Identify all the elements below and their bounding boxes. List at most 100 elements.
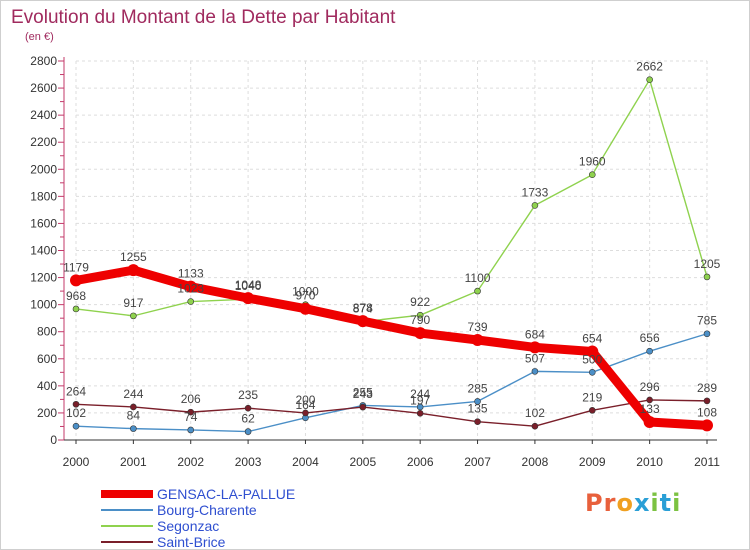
- y-tick-label: 800: [37, 325, 57, 339]
- data-label: 878: [353, 301, 373, 315]
- data-label: 255: [353, 385, 373, 399]
- data-label: 206: [181, 392, 201, 406]
- data-label: 739: [468, 320, 488, 334]
- data-label: 922: [410, 295, 430, 309]
- data-label: 219: [582, 390, 602, 404]
- logo-letter: i: [672, 489, 682, 517]
- data-label: 1205: [694, 257, 721, 271]
- data-label: 62: [241, 412, 255, 426]
- y-tick-label: 1600: [30, 216, 57, 230]
- data-label: 507: [525, 351, 545, 365]
- data-point: [474, 287, 481, 295]
- data-point: [703, 397, 711, 405]
- data-point: [414, 327, 427, 340]
- y-tick-label: 2600: [30, 81, 57, 95]
- data-point: [416, 311, 424, 319]
- data-point: [242, 292, 255, 305]
- data-label: 133: [640, 402, 660, 416]
- y-tick-label: 0: [50, 433, 57, 447]
- data-point: [588, 171, 596, 178]
- data-point: [299, 302, 312, 315]
- data-point: [703, 273, 711, 281]
- data-label: 108: [697, 405, 717, 419]
- y-tick-label: 1800: [30, 189, 57, 203]
- legend-swatch: [101, 525, 153, 527]
- data-point: [416, 410, 424, 417]
- data-point: [474, 418, 481, 426]
- data-point: [701, 419, 713, 432]
- logo-letter: i: [650, 489, 660, 517]
- data-label: 285: [468, 381, 488, 395]
- x-tick-label: 2008: [522, 455, 549, 469]
- y-tick-label: 200: [37, 406, 57, 420]
- chart-subtitle: (en €): [25, 31, 54, 43]
- data-label: 74: [184, 410, 198, 424]
- y-tick-label: 1200: [30, 271, 57, 285]
- x-tick-label: 2011: [694, 455, 720, 469]
- data-label: 656: [640, 331, 660, 345]
- x-tick-label: 2007: [464, 455, 491, 469]
- series-line-segonzac: [75, 78, 708, 323]
- data-point: [70, 274, 82, 287]
- data-label: 135: [468, 402, 488, 416]
- data-point: [646, 347, 653, 355]
- data-label: 102: [66, 406, 86, 420]
- data-label: 1179: [63, 260, 89, 274]
- x-tick-label: 2000: [63, 455, 90, 469]
- data-point: [531, 422, 539, 430]
- data-point: [187, 298, 195, 305]
- data-point: [187, 408, 195, 416]
- data-label: 296: [640, 380, 660, 394]
- data-label: 1040: [235, 279, 262, 293]
- data-point: [646, 396, 653, 404]
- y-tick-label: 1400: [30, 244, 57, 258]
- legend-swatch: [101, 490, 153, 498]
- data-label: 1255: [120, 250, 147, 264]
- logo-letter: t: [659, 489, 673, 517]
- logo-letter: o: [616, 489, 634, 517]
- logo-letter: x: [633, 489, 651, 517]
- data-label: 243: [353, 387, 373, 401]
- data-point: [72, 400, 80, 408]
- x-tick-label: 2002: [177, 455, 204, 469]
- legend-label: Bourg-Charente: [157, 502, 257, 518]
- data-point: [588, 407, 596, 414]
- x-tick-label: 2003: [235, 455, 262, 469]
- series-line-gensac-la-pallue: [71, 265, 712, 430]
- data-label: 1960: [579, 155, 606, 169]
- data-point: [244, 404, 252, 412]
- data-point: [471, 333, 484, 346]
- data-point: [531, 202, 539, 209]
- x-tick-label: 2001: [120, 455, 147, 469]
- data-point: [474, 398, 481, 405]
- data-point: [127, 264, 140, 277]
- data-point: [244, 428, 252, 435]
- legend-label: Saint-Brice: [157, 534, 226, 550]
- proxiti-logo: Proxiti: [585, 489, 681, 517]
- data-label: 102: [525, 406, 545, 420]
- data-point: [588, 369, 596, 376]
- data-label: 1048: [235, 278, 262, 292]
- data-label: 200: [295, 393, 315, 407]
- data-point: [646, 76, 653, 83]
- data-point: [643, 415, 656, 428]
- data-label: 235: [238, 388, 258, 402]
- data-point: [187, 426, 195, 434]
- data-label: 1100: [465, 271, 491, 285]
- plot-area: [76, 61, 707, 440]
- y-tick-label: 2000: [30, 162, 57, 176]
- data-point: [184, 280, 197, 293]
- data-point: [703, 330, 711, 338]
- y-tick-label: 2400: [30, 108, 57, 122]
- data-point: [130, 403, 137, 411]
- y-tick-label: 600: [37, 352, 57, 366]
- data-label: 1000: [292, 285, 319, 299]
- y-tick-label: 1000: [30, 298, 57, 312]
- data-point: [531, 368, 539, 375]
- series-line-saint-brice: [75, 399, 708, 427]
- logo-letter: P: [585, 489, 604, 517]
- logo-letter: r: [603, 489, 617, 517]
- data-label: 2662: [636, 60, 663, 74]
- legend-swatch: [101, 541, 153, 543]
